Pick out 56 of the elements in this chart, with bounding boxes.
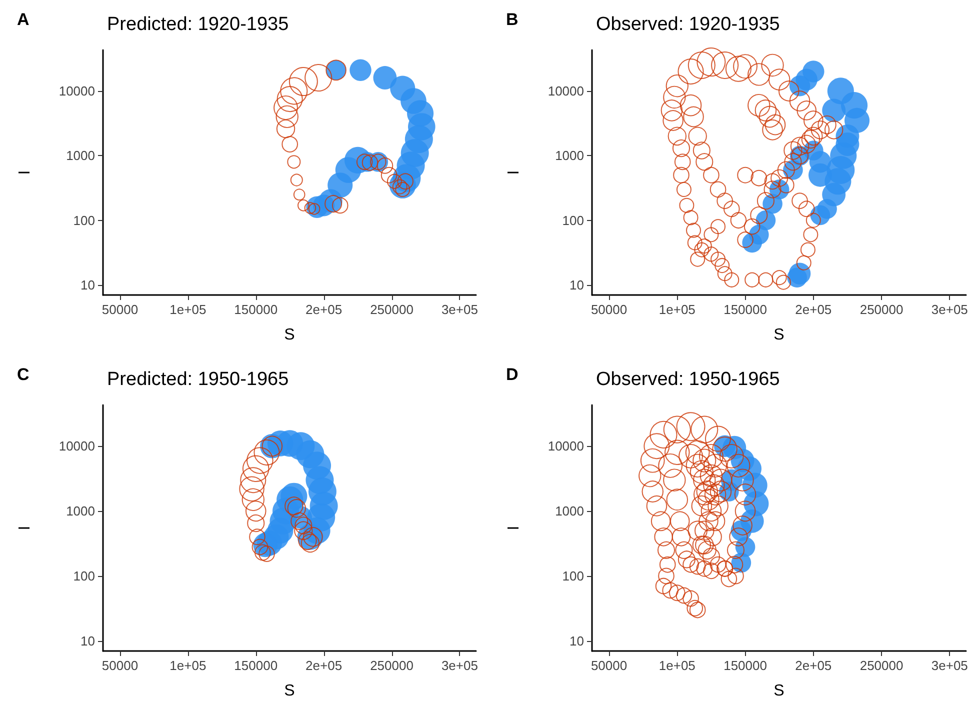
x-tick-label: 2e+05: [795, 302, 832, 317]
y-tick-label: 10000: [548, 83, 584, 98]
y-tick-label: 10: [570, 277, 584, 292]
x-tick-label: 1e+05: [170, 658, 206, 673]
y-axis-title: I: [506, 526, 522, 530]
x-tick-label: 150000: [234, 658, 278, 673]
x-tick-label: 1e+05: [170, 302, 206, 317]
y-tick-label: 1000: [66, 504, 95, 519]
x-tick-label: 250000: [860, 302, 904, 317]
y-tick-label: 10: [80, 633, 95, 648]
x-tick-label: 3e+05: [931, 302, 968, 317]
x-tick-label: 250000: [370, 302, 414, 317]
x-tick-label: 1e+05: [658, 658, 696, 673]
x-tick-label: 150000: [724, 302, 767, 317]
x-tick-label: 1e+05: [658, 302, 696, 317]
x-tick-label: 2e+05: [306, 302, 342, 317]
text: A: [17, 10, 30, 29]
chart-title: Predicted: 1920-1935: [107, 14, 289, 35]
x-axis-title: S: [284, 326, 295, 344]
y-tick-label: 100: [562, 212, 584, 228]
x-tick-label: 3e+05: [931, 658, 968, 673]
y-tick-label: 100: [73, 568, 95, 584]
y-tick-label: 100: [562, 568, 584, 584]
y-tick-label: 100: [73, 212, 95, 228]
y-tick-label: 1000: [555, 148, 584, 164]
y-tick-label: 10000: [548, 438, 584, 454]
text: C: [17, 365, 30, 384]
chart-title: Predicted: 1950-1965: [107, 369, 289, 390]
x-tick-label: 2e+05: [795, 658, 832, 673]
x-axis-title: S: [774, 682, 784, 700]
y-tick-label: 10: [80, 277, 95, 292]
text: D: [506, 365, 518, 384]
chart-title: Observed: 1950-1965: [596, 369, 780, 390]
x-tick-label: 50000: [102, 302, 138, 317]
y-tick-label: 10000: [58, 438, 95, 454]
y-tick-label: 1000: [555, 504, 584, 519]
chart-title: Observed: 1920-1935: [596, 14, 780, 35]
x-tick-label: 150000: [234, 302, 278, 317]
x-axis-title: S: [284, 682, 295, 700]
y-tick-label: 10000: [58, 83, 95, 98]
y-tick-label: 10: [570, 633, 584, 648]
y-axis-title: I: [16, 170, 34, 175]
y-axis-title: I: [16, 526, 34, 530]
y-axis-title: I: [506, 170, 522, 175]
x-tick-label: 50000: [590, 658, 628, 673]
x-tick-label: 150000: [724, 658, 767, 673]
x-tick-label: 3e+05: [441, 302, 478, 317]
x-tick-label: 2e+05: [306, 658, 342, 673]
y-tick-label: 1000: [66, 148, 95, 164]
text: B: [506, 10, 518, 29]
x-tick-label: 250000: [860, 658, 904, 673]
x-tick-label: 250000: [370, 658, 414, 673]
x-tick-label: 50000: [102, 658, 138, 673]
x-axis-title: S: [774, 326, 784, 344]
x-tick-label: 3e+05: [441, 658, 478, 673]
x-tick-label: 50000: [590, 302, 628, 317]
